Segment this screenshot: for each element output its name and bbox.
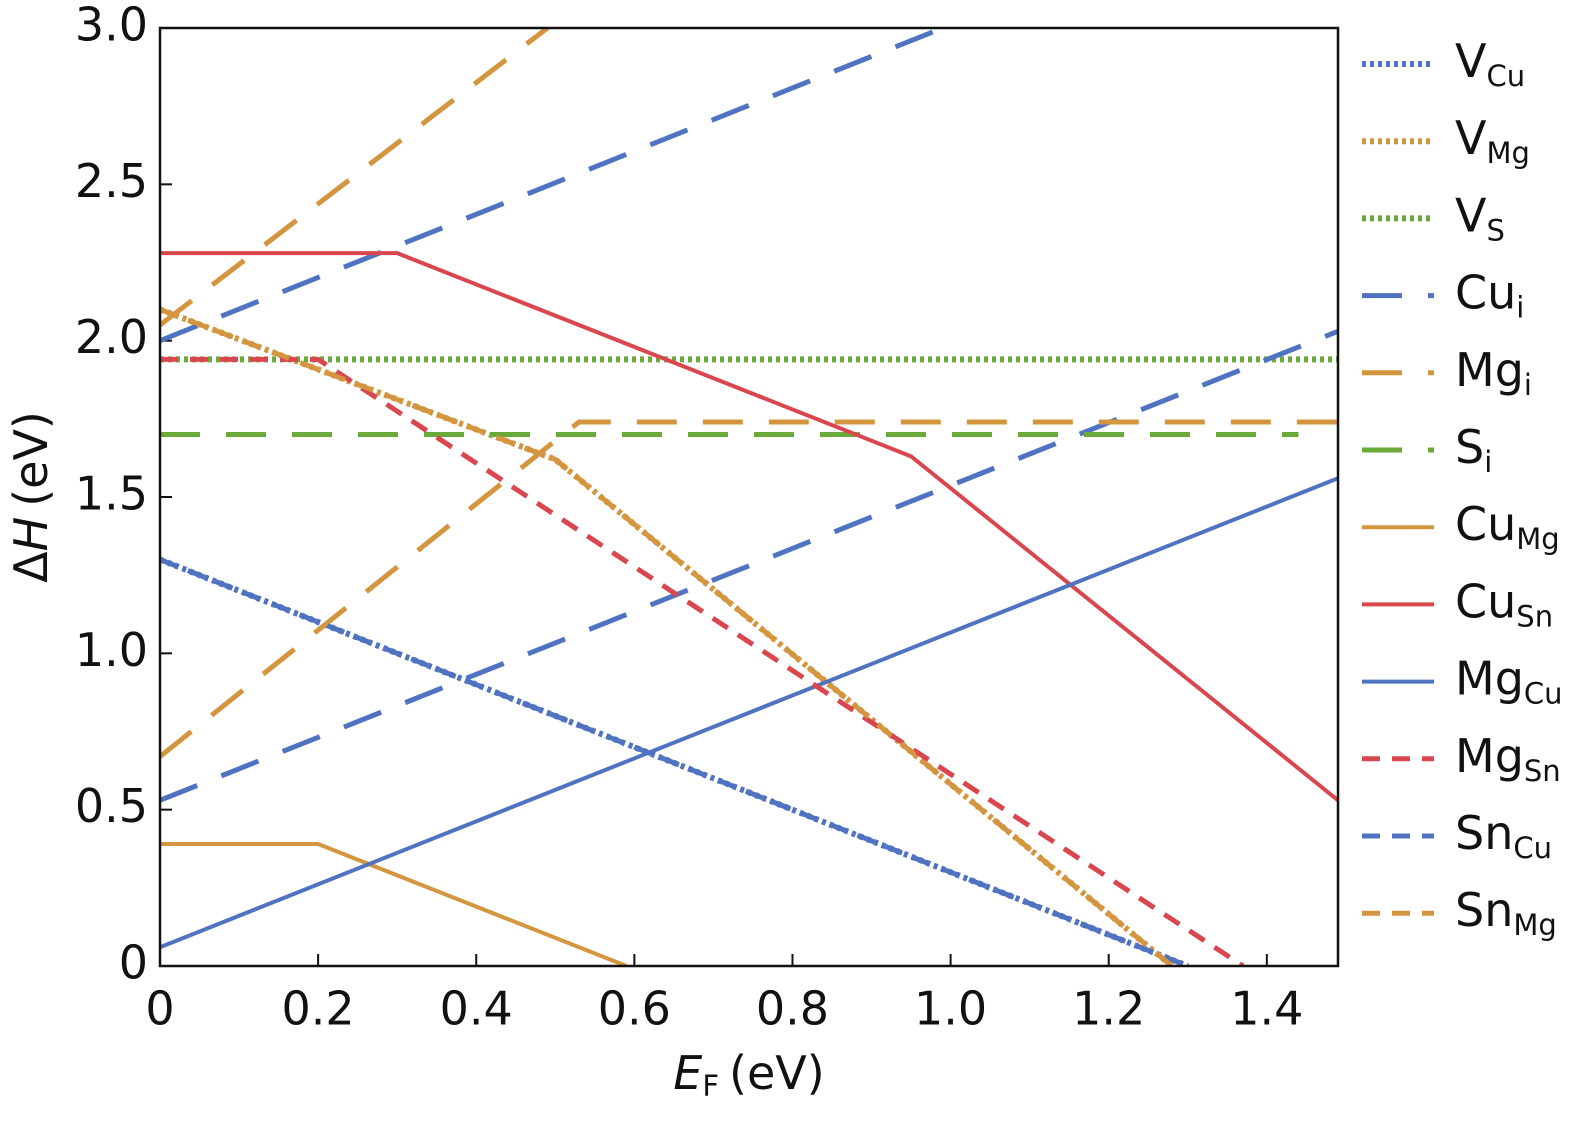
x-tick-label: 1.2 bbox=[1072, 982, 1145, 1036]
plot-frame bbox=[158, 26, 1340, 968]
series-line bbox=[160, 356, 1245, 966]
legend-label: Cui bbox=[1455, 265, 1524, 325]
legend-label: VCu bbox=[1455, 34, 1525, 94]
legend-label: VMg bbox=[1455, 111, 1530, 171]
series-line bbox=[160, 28, 1338, 759]
legend-name: Sn bbox=[1455, 806, 1513, 860]
legend-name: Mg bbox=[1455, 342, 1524, 396]
legend-name: Mg bbox=[1455, 728, 1524, 782]
legend-label: CuSn bbox=[1455, 574, 1553, 634]
series-line bbox=[160, 28, 1338, 803]
legend-subscript: Cu bbox=[1486, 59, 1525, 93]
legend-name: Cu bbox=[1455, 265, 1516, 319]
legend-subscript: Mg bbox=[1516, 522, 1559, 556]
legend-subscript: Mg bbox=[1513, 908, 1556, 942]
legend-label: Mgi bbox=[1455, 342, 1532, 402]
legend-subscript: i bbox=[1524, 368, 1532, 402]
legend-name: V bbox=[1455, 111, 1487, 165]
legend-subscript: Cu bbox=[1524, 677, 1563, 711]
series-line bbox=[160, 476, 1338, 950]
y-label-prefix: Δ bbox=[4, 551, 58, 583]
y-tick-label: 1.0 bbox=[75, 623, 148, 677]
legend-subscript: i bbox=[1484, 445, 1492, 479]
legend-name: Cu bbox=[1455, 574, 1516, 628]
y-tick-label: 2.5 bbox=[75, 154, 148, 208]
x-tick-label: 0.6 bbox=[598, 982, 671, 1036]
x-label-symbol: E bbox=[673, 1046, 702, 1100]
x-tick-label: 0.4 bbox=[440, 982, 513, 1036]
legend-name: V bbox=[1455, 188, 1487, 242]
legend-subscript: Sn bbox=[1516, 599, 1553, 633]
y-tick-label: 3.0 bbox=[75, 0, 148, 52]
legend-label: SnMg bbox=[1455, 883, 1557, 943]
series-line bbox=[160, 307, 1174, 966]
y-axis-label: ΔH (eV) bbox=[4, 411, 58, 583]
x-tick-label: 1.4 bbox=[1230, 982, 1303, 1036]
legend-label: CuMg bbox=[1455, 497, 1560, 557]
legend-subscript: Mg bbox=[1486, 136, 1529, 170]
y-tick-label: 1.5 bbox=[75, 467, 148, 521]
x-axis-label: EF (eV) bbox=[673, 1046, 824, 1104]
legend-subscript: i bbox=[1516, 291, 1524, 325]
y-tick-label: 2.0 bbox=[75, 310, 148, 364]
legend-label: SnCu bbox=[1455, 806, 1552, 866]
x-label-subscript: F bbox=[702, 1069, 719, 1103]
y-tick-label: 0 bbox=[119, 936, 148, 990]
x-tick-label: 0.8 bbox=[756, 982, 829, 1036]
x-tick-label: 0.2 bbox=[282, 982, 355, 1036]
legend-name: Mg bbox=[1455, 651, 1524, 705]
legend-label: MgCu bbox=[1455, 651, 1563, 711]
series-line bbox=[160, 842, 628, 966]
legend-subscript: Sn bbox=[1524, 754, 1561, 788]
legend-name: Sn bbox=[1455, 883, 1513, 937]
series-line bbox=[160, 251, 1338, 802]
legend-label: Si bbox=[1455, 420, 1492, 480]
x-tick-label: 0 bbox=[145, 982, 174, 1036]
legend-subscript: S bbox=[1486, 213, 1504, 247]
legend-label: VS bbox=[1455, 188, 1505, 248]
legend-name: S bbox=[1455, 420, 1484, 474]
series-line bbox=[160, 306, 1174, 966]
legend-label: MgSn bbox=[1455, 728, 1561, 788]
y-tick-label: 0.5 bbox=[75, 779, 148, 833]
legend-name: V bbox=[1455, 34, 1487, 88]
x-label-unit: (eV) bbox=[729, 1046, 825, 1100]
series-line bbox=[160, 557, 1189, 966]
y-label-symbol: H bbox=[4, 517, 58, 552]
x-tick-label: 1.0 bbox=[914, 982, 987, 1036]
legend-subscript: Cu bbox=[1513, 831, 1552, 865]
y-label-unit: (eV) bbox=[4, 411, 58, 507]
legend-name: Cu bbox=[1455, 497, 1516, 551]
